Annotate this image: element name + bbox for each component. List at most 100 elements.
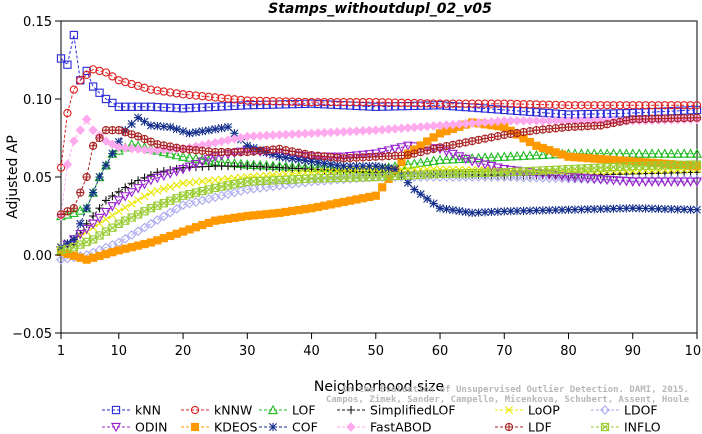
data-point-ldof: [133, 226, 143, 237]
data-point-knn: [371, 102, 380, 111]
data-point-odin: [165, 169, 176, 179]
data-point-cof: [108, 149, 117, 158]
data-point-knnw: [185, 90, 194, 100]
data-point-ldf: [461, 138, 470, 147]
x-tick-label: 60: [432, 344, 449, 359]
data-point-ldf: [82, 172, 91, 182]
data-point-knnw: [442, 99, 451, 108]
data-point-knnw: [512, 99, 522, 109]
data-point-knnw: [403, 98, 413, 108]
data-point-cof: [230, 129, 239, 138]
data-point-ldf: [448, 140, 458, 150]
data-point-ldof: [146, 218, 156, 229]
data-point-lof: [627, 148, 638, 158]
data-point-ldof: [557, 173, 567, 184]
data-point-cof: [101, 161, 111, 170]
data-point-ldf: [435, 143, 445, 152]
data-point-knnw: [635, 101, 644, 110]
legend-marker: [505, 406, 513, 414]
data-point-cof: [455, 206, 464, 216]
data-point-knnw: [178, 90, 188, 99]
data-point-loop: [114, 207, 123, 216]
data-point-lof: [441, 154, 452, 164]
data-point-cof: [313, 158, 323, 167]
data-point-cof: [358, 161, 368, 171]
data-point-ldof: [158, 211, 169, 222]
data-point-cof: [474, 208, 483, 217]
data-point-cof: [82, 204, 91, 213]
data-point-cof: [468, 208, 477, 217]
legend-item-ldof: LDOF: [591, 403, 658, 418]
data-point-simplifiedlof: [114, 187, 123, 196]
data-point-knnw: [609, 101, 618, 110]
data-point-loop: [211, 176, 220, 185]
data-point-cof: [217, 124, 226, 133]
data-point-odin: [544, 170, 555, 180]
data-point-ldf: [692, 113, 702, 122]
data-point-fastabod: [499, 116, 510, 126]
data-point-odin: [100, 207, 111, 218]
data-point-ldf: [468, 136, 477, 146]
legend-label: kNNW: [214, 403, 252, 418]
data-point-cof: [628, 204, 637, 213]
data-point-knnw: [686, 101, 695, 110]
data-point-knnw: [300, 97, 310, 107]
data-point-ldof: [126, 230, 137, 240]
data-point-fastabod: [518, 116, 529, 126]
data-point-knnw: [468, 99, 477, 108]
data-point-ldf: [615, 117, 625, 126]
legend-marker: [110, 422, 122, 433]
data-point-odin: [608, 176, 619, 186]
data-point-knn: [153, 102, 162, 112]
data-point-fastabod: [69, 136, 79, 146]
data-point-lof: [544, 149, 555, 159]
legend-label: KDEOS: [214, 420, 258, 434]
data-point-ldof: [531, 172, 542, 183]
data-point-loop: [198, 177, 207, 186]
data-point-knn: [69, 30, 78, 40]
legend-label: LDF: [528, 420, 552, 434]
data-point-knnw: [647, 101, 657, 110]
data-point-knnw: [416, 99, 425, 108]
data-point-odin: [145, 175, 156, 186]
legend-item-cof: COF: [259, 420, 318, 434]
data-point-cof: [76, 219, 85, 228]
x-axis-title: Neighborhood size: [314, 379, 444, 395]
data-point-odin: [659, 177, 670, 187]
data-point-loop: [191, 178, 200, 186]
data-point-cof: [333, 161, 342, 170]
data-point-cof: [615, 204, 625, 213]
data-point-knnw: [275, 97, 284, 106]
data-point-knn: [191, 103, 201, 112]
data-point-lof: [691, 148, 702, 158]
data-point-cof: [403, 178, 413, 187]
data-point-knn: [159, 103, 168, 112]
data-point-knn: [178, 104, 188, 113]
data-point-knnw: [378, 98, 387, 107]
data-point-ldf: [288, 147, 297, 156]
series-cof: [56, 113, 702, 252]
data-point-odin: [595, 175, 606, 185]
data-point-lof: [68, 207, 79, 218]
data-point-loop: [185, 178, 194, 187]
data-point-knnw: [236, 95, 246, 105]
data-point-cof: [307, 157, 316, 166]
data-point-knnw: [448, 99, 458, 108]
data-point-knn: [140, 102, 149, 111]
data-point-cof: [557, 205, 567, 215]
data-point-ldf: [69, 204, 78, 213]
data-point-odin: [197, 157, 208, 167]
data-point-cof: [570, 205, 580, 214]
data-point-cof: [692, 205, 702, 214]
data-point-cof: [609, 204, 618, 213]
x-tick-label: 20: [175, 344, 192, 359]
data-point-knn: [63, 60, 72, 69]
data-point-cof: [268, 150, 278, 159]
data-point-cof: [384, 164, 393, 173]
data-point-knnw: [76, 76, 85, 85]
data-point-cof: [281, 153, 290, 162]
legend-marker: [600, 422, 610, 432]
data-point-odin: [390, 144, 401, 155]
data-point-ldf: [159, 141, 168, 150]
data-point-odin: [563, 172, 574, 183]
